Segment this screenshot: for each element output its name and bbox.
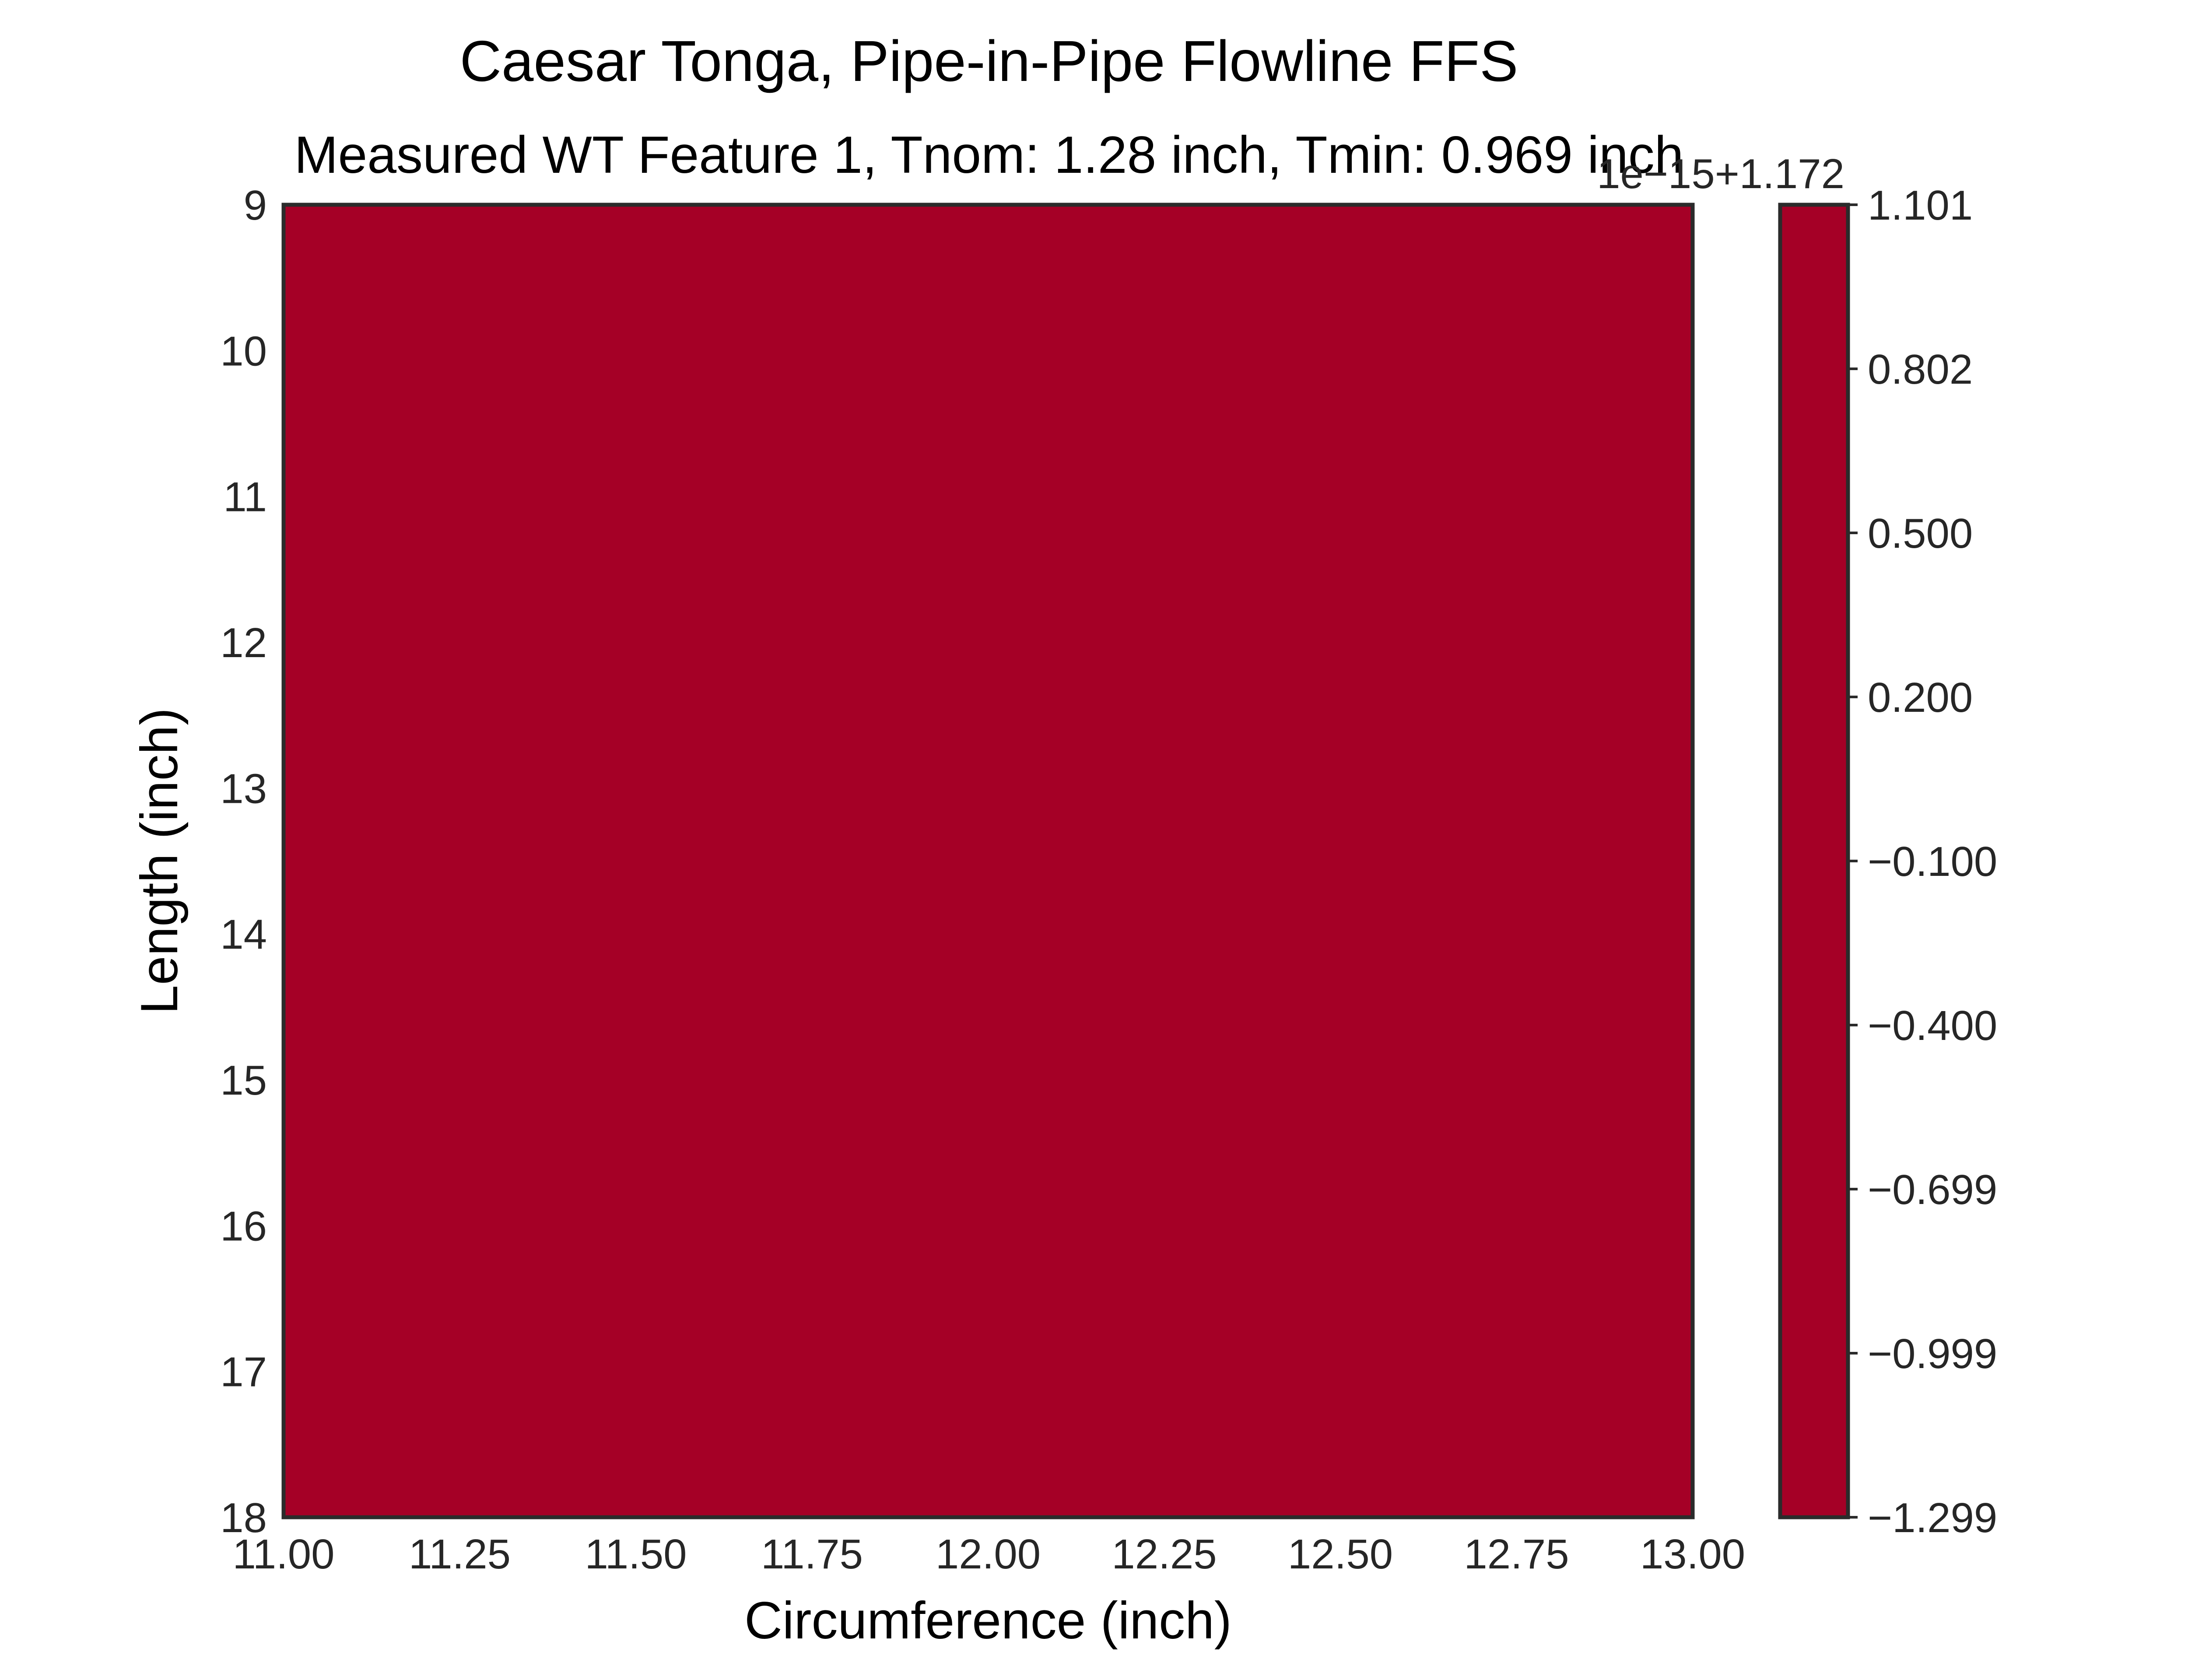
y-tick-label: 12 <box>220 620 267 666</box>
heatmap-cell <box>281 203 1695 1519</box>
colorbar-tick-label: 0.802 <box>1868 346 1973 393</box>
colorbar-offset-label: 1e−15+1.172 <box>1597 150 1844 197</box>
chart-subtitle: Measured WT Feature 1, Tnom: 1.28 inch, … <box>295 126 1684 184</box>
colorbar-tick-label: −0.699 <box>1868 1166 1997 1213</box>
x-tick-label: 12.00 <box>936 1531 1041 1578</box>
colorbar-tick-label: −0.999 <box>1868 1330 1997 1377</box>
colorbar-tick-label: −1.299 <box>1868 1494 1997 1541</box>
x-axis-ticks: 11.00 11.25 11.50 11.75 12.00 12.25 12.50 12.75… <box>232 1531 1745 1578</box>
x-tick-label: 12.25 <box>1112 1531 1217 1578</box>
colorbar-tick-label: 0.200 <box>1868 674 1973 721</box>
x-tick-label: 11.75 <box>761 1531 863 1578</box>
y-axis-label: Length (inch) <box>130 708 189 1014</box>
y-tick-label: 16 <box>220 1203 267 1250</box>
y-tick-label: 10 <box>220 328 267 374</box>
y-tick-label: 18 <box>220 1494 267 1541</box>
x-tick-label: 13.00 <box>1640 1531 1745 1578</box>
y-tick-label: 11 <box>223 474 267 521</box>
y-tick-label: 13 <box>220 765 267 812</box>
x-tick-label: 11.00 <box>232 1531 334 1578</box>
y-tick-label: 9 <box>244 182 267 229</box>
x-tick-label: 12.50 <box>1288 1531 1393 1578</box>
colorbar-ticks: 1.101 0.802 0.500 0.200 −0.100 −0.400 −0.699 −0… <box>1848 182 1997 1541</box>
colorbar-tick-label: 0.500 <box>1868 510 1973 557</box>
y-tick-label: 15 <box>220 1057 267 1104</box>
x-tick-label: 11.25 <box>409 1531 511 1578</box>
colorbar-tick-label: −0.100 <box>1868 838 1997 885</box>
y-tick-label: 17 <box>220 1349 267 1396</box>
x-tick-label: 11.50 <box>585 1531 687 1578</box>
y-tick-label: 14 <box>220 911 267 958</box>
chart-title: Caesar Tonga, Pipe-in-Pipe Flowline FFS <box>460 29 1518 93</box>
colorbar-tick-label: −0.400 <box>1868 1002 1997 1049</box>
colorbar-tick-label: 1.101 <box>1868 182 1973 229</box>
y-axis-ticks: 9 10 11 12 13 14 15 16 17 18 <box>220 182 267 1541</box>
x-tick-label: 12.75 <box>1464 1531 1569 1578</box>
colorbar <box>1778 203 1850 1519</box>
x-axis-label: Circumference (inch) <box>744 1591 1232 1650</box>
